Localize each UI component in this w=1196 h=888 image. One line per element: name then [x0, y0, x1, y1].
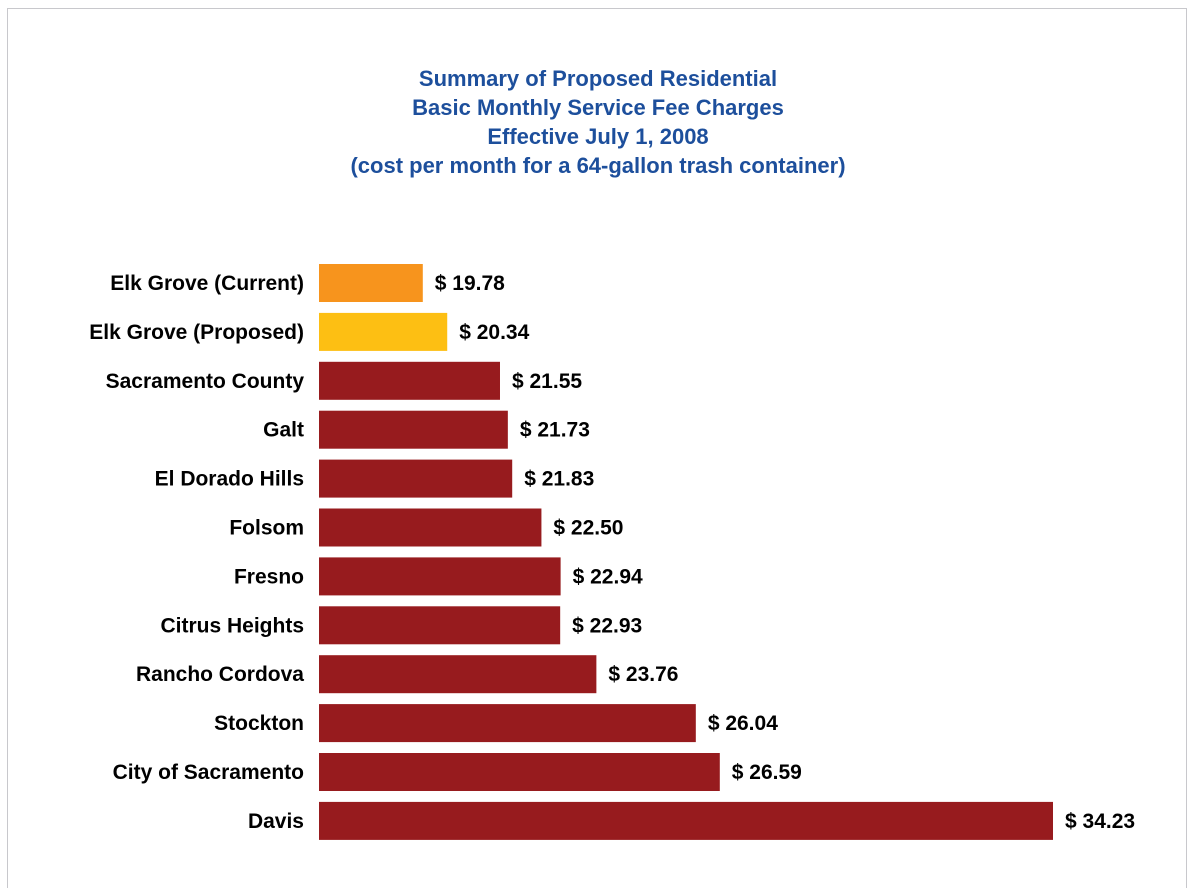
- title-line-1: Summary of Proposed Residential: [418, 66, 778, 91]
- value-label: $ 23.76: [608, 663, 678, 686]
- chart-title: Summary of Proposed Residential Basic Mo…: [0, 64, 1196, 180]
- category-label: Fresno: [234, 565, 304, 588]
- bar: [319, 606, 561, 645]
- bar: [319, 753, 720, 791]
- bar: [319, 508, 542, 547]
- bar: [319, 264, 423, 302]
- category-label: Citrus Heights: [160, 614, 304, 637]
- category-label: Davis: [248, 810, 304, 833]
- category-label: Galt: [263, 419, 304, 442]
- value-label: $ 26.04: [708, 712, 778, 735]
- category-label: Stockton: [214, 712, 304, 735]
- title-line-4: (cost per month for a 64-gallon trash co…: [350, 153, 846, 178]
- value-label: $ 19.78: [435, 272, 505, 295]
- category-label: Sacramento County: [106, 370, 305, 393]
- value-label: $ 21.83: [524, 468, 594, 491]
- category-label: Rancho Cordova: [136, 663, 304, 686]
- value-label: $ 22.94: [573, 565, 643, 588]
- value-label: $ 22.93: [572, 614, 642, 637]
- category-label: Elk Grove (Current): [110, 272, 304, 295]
- bar: [319, 410, 508, 449]
- category-label: City of Sacramento: [113, 761, 304, 784]
- title-line-2: Basic Monthly Service Fee Charges: [412, 95, 784, 120]
- title-line-3: Effective July 1, 2008: [487, 124, 709, 149]
- value-label: $ 21.73: [520, 419, 590, 442]
- bar: [319, 801, 1053, 840]
- value-label: $ 26.59: [732, 761, 802, 784]
- value-label: $ 34.23: [1065, 810, 1135, 833]
- value-label: $ 20.34: [459, 321, 529, 344]
- bar: [319, 361, 500, 400]
- bar: [319, 312, 448, 351]
- bar: [319, 655, 597, 694]
- category-label: El Dorado Hills: [155, 468, 304, 491]
- value-label: $ 22.50: [553, 517, 623, 540]
- category-label: Folsom: [229, 517, 304, 540]
- bar: [319, 704, 696, 743]
- category-label: Elk Grove (Proposed): [89, 321, 304, 344]
- value-label: $ 21.55: [512, 370, 582, 393]
- bar: [319, 557, 561, 596]
- bar: [319, 459, 513, 498]
